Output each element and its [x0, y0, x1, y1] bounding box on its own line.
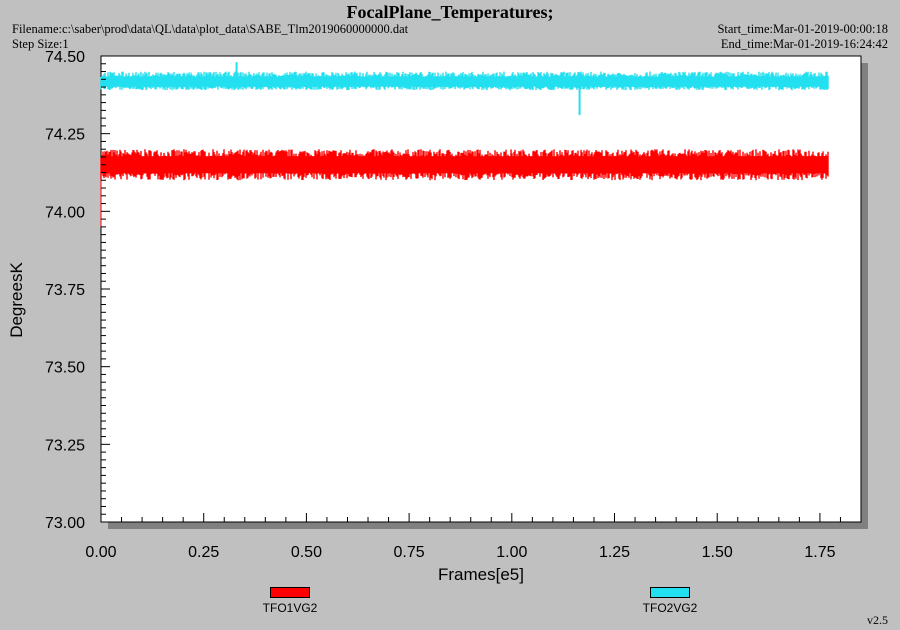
x-axis-label: Frames[e5] [438, 565, 524, 584]
version-label: v2.5 [867, 613, 888, 627]
y-tick-label: 73.00 [45, 515, 85, 532]
series-core-tfo2vg2 [101, 76, 829, 87]
legend-label-tfo1vg2: TFO1VG2 [262, 601, 318, 615]
series-layer [100, 62, 829, 227]
series-core-tfo1vg2 [101, 156, 829, 174]
x-tick-label: 0.25 [188, 544, 219, 561]
y-tick-label: 73.25 [45, 437, 85, 454]
x-tick-label: 0.00 [85, 544, 116, 561]
legend-item-tfo1vg2: TFO1VG2 [250, 587, 330, 615]
x-tick-label: 1.75 [804, 544, 835, 561]
plot-area [100, 55, 862, 523]
legend-swatch-tfo2vg2 [650, 587, 690, 598]
x-tick-label: 0.75 [394, 544, 425, 561]
chart-title: FocalPlane_Temperatures; [346, 2, 554, 22]
legend-label-tfo2vg2: TFO2VG2 [642, 601, 698, 615]
legend-item-tfo2vg2: TFO2VG2 [630, 587, 710, 615]
x-tick-label: 1.00 [496, 544, 527, 561]
end-time-label: End_time:Mar-01-2019-16:24:42 [720, 37, 888, 51]
y-tick-label: 74.25 [45, 127, 85, 144]
filename-label: Filename:c:\saber\prod\data\QL\data\plot… [12, 22, 409, 36]
y-tick-label: 73.50 [45, 360, 85, 377]
y-tick-label: 74.50 [45, 49, 85, 66]
start-time-label: Start_time:Mar-01-2019-00:00:18 [717, 22, 888, 36]
y-tick-label: 73.75 [45, 282, 85, 299]
x-tick-label: 1.25 [599, 544, 630, 561]
legend-swatch-tfo1vg2 [270, 587, 310, 598]
x-tick-label: 1.50 [702, 544, 733, 561]
y-axis-label: DegreesK [7, 262, 26, 338]
tick-layer: 73.00 73.25 73.50 73.75 74.00 74.25 74.50 0.00 0… [45, 49, 841, 561]
step-size-label: Step Size:1 [12, 37, 69, 51]
y-tick-label: 74.00 [45, 204, 85, 221]
x-tick-label: 0.50 [291, 544, 322, 561]
